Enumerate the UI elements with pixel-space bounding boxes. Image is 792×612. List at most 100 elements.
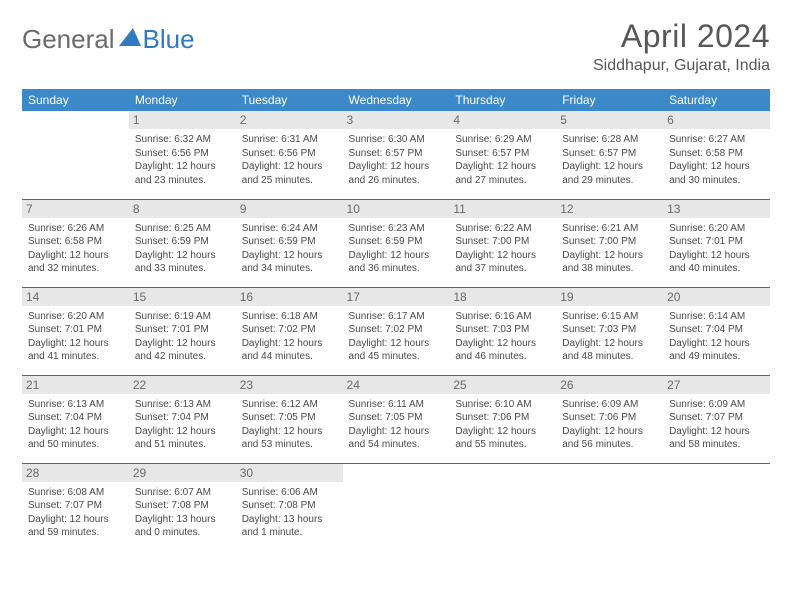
calendar-day-cell bbox=[663, 463, 770, 551]
day-number: 18 bbox=[449, 288, 556, 306]
logo-text-2: Blue bbox=[143, 24, 195, 55]
sunset-text: Sunset: 7:04 PM bbox=[28, 411, 123, 425]
calendar-day-cell: 18Sunrise: 6:16 AMSunset: 7:03 PMDayligh… bbox=[449, 287, 556, 375]
calendar-day-cell: 20Sunrise: 6:14 AMSunset: 7:04 PMDayligh… bbox=[663, 287, 770, 375]
sunset-text: Sunset: 6:56 PM bbox=[242, 147, 337, 161]
day-number: 2 bbox=[236, 111, 343, 129]
sunset-text: Sunset: 6:57 PM bbox=[562, 147, 657, 161]
sunset-text: Sunset: 6:59 PM bbox=[349, 235, 444, 249]
day-info: Sunrise: 6:14 AMSunset: 7:04 PMDaylight:… bbox=[669, 310, 764, 364]
day-info: Sunrise: 6:17 AMSunset: 7:02 PMDaylight:… bbox=[349, 310, 444, 364]
daylight-text: Daylight: 12 hours and 54 minutes. bbox=[349, 425, 444, 452]
daylight-text: Daylight: 12 hours and 30 minutes. bbox=[669, 160, 764, 187]
daylight-text: Daylight: 12 hours and 48 minutes. bbox=[562, 337, 657, 364]
daylight-text: Daylight: 12 hours and 32 minutes. bbox=[28, 249, 123, 276]
day-number: 19 bbox=[556, 288, 663, 306]
calendar-day-cell: 12Sunrise: 6:21 AMSunset: 7:00 PMDayligh… bbox=[556, 199, 663, 287]
day-number: 25 bbox=[449, 376, 556, 394]
day-info: Sunrise: 6:11 AMSunset: 7:05 PMDaylight:… bbox=[349, 398, 444, 452]
sunset-text: Sunset: 6:58 PM bbox=[28, 235, 123, 249]
sunset-text: Sunset: 7:08 PM bbox=[135, 499, 230, 513]
weekday-header: Saturday bbox=[663, 89, 770, 111]
day-number: 21 bbox=[22, 376, 129, 394]
sunset-text: Sunset: 6:58 PM bbox=[669, 147, 764, 161]
sunrise-text: Sunrise: 6:06 AM bbox=[242, 486, 337, 500]
daylight-text: Daylight: 12 hours and 36 minutes. bbox=[349, 249, 444, 276]
day-info: Sunrise: 6:26 AMSunset: 6:58 PMDaylight:… bbox=[28, 222, 123, 276]
day-number: 26 bbox=[556, 376, 663, 394]
sunrise-text: Sunrise: 6:09 AM bbox=[562, 398, 657, 412]
day-info: Sunrise: 6:06 AMSunset: 7:08 PMDaylight:… bbox=[242, 486, 337, 540]
sunrise-text: Sunrise: 6:30 AM bbox=[349, 133, 444, 147]
calendar-day-cell: 26 Sunrise: 6:09 AMSunset: 7:06 PMDayligh… bbox=[556, 375, 663, 463]
sunset-text: Sunset: 6:57 PM bbox=[349, 147, 444, 161]
day-number: 29 bbox=[129, 464, 236, 482]
calendar-day-cell: 7Sunrise: 6:26 AMSunset: 6:58 PMDaylight… bbox=[22, 199, 129, 287]
day-info: Sunrise: 6:09 AMSunset: 7:07 PMDaylight:… bbox=[669, 398, 764, 452]
weekday-header-row: Sunday Monday Tuesday Wednesday Thursday… bbox=[22, 89, 770, 111]
day-info: Sunrise: 6:24 AMSunset: 6:59 PMDaylight:… bbox=[242, 222, 337, 276]
location: Siddhapur, Gujarat, India bbox=[593, 57, 770, 75]
day-number: 30 bbox=[236, 464, 343, 482]
sunset-text: Sunset: 7:07 PM bbox=[669, 411, 764, 425]
daylight-text: Daylight: 12 hours and 38 minutes. bbox=[562, 249, 657, 276]
calendar-day-cell: 3 Sunrise: 6:30 AMSunset: 6:57 PMDaylight… bbox=[343, 111, 450, 199]
calendar-day-cell bbox=[22, 111, 129, 199]
daylight-text: Daylight: 12 hours and 29 minutes. bbox=[562, 160, 657, 187]
daylight-text: Daylight: 12 hours and 40 minutes. bbox=[669, 249, 764, 276]
month-title: April 2024 bbox=[593, 18, 770, 55]
sunset-text: Sunset: 7:02 PM bbox=[242, 323, 337, 337]
calendar-day-cell: 14 Sunrise: 6:20 AMSunset: 7:01 PMDayligh… bbox=[22, 287, 129, 375]
day-info: Sunrise: 6:19 AMSunset: 7:01 PMDaylight:… bbox=[135, 310, 230, 364]
day-number: 15 bbox=[129, 288, 236, 306]
sunset-text: Sunset: 7:00 PM bbox=[455, 235, 550, 249]
sunset-text: Sunset: 7:01 PM bbox=[28, 323, 123, 337]
sunset-text: Sunset: 7:02 PM bbox=[349, 323, 444, 337]
weekday-header: Thursday bbox=[449, 89, 556, 111]
day-number: 9 bbox=[236, 200, 343, 218]
day-number: 6 bbox=[663, 111, 770, 129]
weekday-header: Tuesday bbox=[236, 89, 343, 111]
day-info: Sunrise: 6:09 AMSunset: 7:06 PMDaylight:… bbox=[562, 398, 657, 452]
day-number: 28 bbox=[22, 464, 129, 482]
day-number: 14 bbox=[22, 288, 129, 306]
sunrise-text: Sunrise: 6:21 AM bbox=[562, 222, 657, 236]
calendar-day-cell: 21 Sunrise: 6:13 AMSunset: 7:04 PMDayligh… bbox=[22, 375, 129, 463]
day-info: Sunrise: 6:18 AMSunset: 7:02 PMDaylight:… bbox=[242, 310, 337, 364]
day-info: Sunrise: 6:12 AMSunset: 7:05 PMDaylight:… bbox=[242, 398, 337, 452]
sunset-text: Sunset: 7:05 PM bbox=[349, 411, 444, 425]
day-number: 12 bbox=[556, 200, 663, 218]
calendar-day-cell: 28Sunrise: 6:08 AMSunset: 7:07 PMDayligh… bbox=[22, 463, 129, 551]
day-number: 5 bbox=[556, 111, 663, 129]
sunset-text: Sunset: 7:04 PM bbox=[669, 323, 764, 337]
weekday-header: Sunday bbox=[22, 89, 129, 111]
daylight-text: Daylight: 12 hours and 41 minutes. bbox=[28, 337, 123, 364]
day-info: Sunrise: 6:20 AMSunset: 7:01 PMDaylight:… bbox=[28, 310, 123, 364]
daylight-text: Daylight: 12 hours and 50 minutes. bbox=[28, 425, 123, 452]
day-info: Sunrise: 6:29 AMSunset: 6:57 PMDaylight:… bbox=[455, 133, 550, 187]
calendar-day-cell: 29Sunrise: 6:07 AMSunset: 7:08 PMDayligh… bbox=[129, 463, 236, 551]
daylight-text: Daylight: 12 hours and 58 minutes. bbox=[669, 425, 764, 452]
sunrise-text: Sunrise: 6:26 AM bbox=[28, 222, 123, 236]
calendar-day-cell: 1Sunrise: 6:32 AMSunset: 6:56 PMDaylight… bbox=[129, 111, 236, 199]
daylight-text: Daylight: 12 hours and 33 minutes. bbox=[135, 249, 230, 276]
sunset-text: Sunset: 7:01 PM bbox=[669, 235, 764, 249]
calendar-week-row: 14 Sunrise: 6:20 AMSunset: 7:01 PMDayligh… bbox=[22, 287, 770, 375]
calendar-day-cell: 16 Sunrise: 6:18 AMSunset: 7:02 PMDayligh… bbox=[236, 287, 343, 375]
sunset-text: Sunset: 6:56 PM bbox=[135, 147, 230, 161]
sunrise-text: Sunrise: 6:14 AM bbox=[669, 310, 764, 324]
sunrise-text: Sunrise: 6:20 AM bbox=[669, 222, 764, 236]
sunset-text: Sunset: 7:03 PM bbox=[455, 323, 550, 337]
day-number: 3 bbox=[343, 111, 450, 129]
day-info: Sunrise: 6:30 AMSunset: 6:57 PMDaylight:… bbox=[349, 133, 444, 187]
day-number: 22 bbox=[129, 376, 236, 394]
day-info: Sunrise: 6:20 AMSunset: 7:01 PMDaylight:… bbox=[669, 222, 764, 276]
calendar-day-cell: 30 Sunrise: 6:06 AMSunset: 7:08 PMDayligh… bbox=[236, 463, 343, 551]
daylight-text: Daylight: 12 hours and 53 minutes. bbox=[242, 425, 337, 452]
day-number: 16 bbox=[236, 288, 343, 306]
day-info: Sunrise: 6:13 AMSunset: 7:04 PMDaylight:… bbox=[28, 398, 123, 452]
sunrise-text: Sunrise: 6:25 AM bbox=[135, 222, 230, 236]
calendar-day-cell: 22Sunrise: 6:13 AMSunset: 7:04 PMDayligh… bbox=[129, 375, 236, 463]
calendar-day-cell: 9 Sunrise: 6:24 AMSunset: 6:59 PMDaylight… bbox=[236, 199, 343, 287]
day-number: 10 bbox=[343, 200, 450, 218]
